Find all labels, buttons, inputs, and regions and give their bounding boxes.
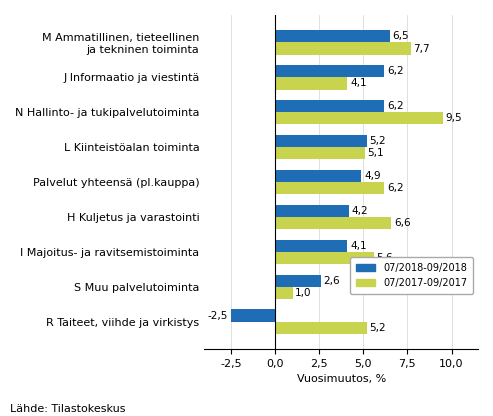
Bar — [275, 182, 385, 194]
Legend: 07/2018-09/2018, 07/2017-09/2017: 07/2018-09/2018, 07/2017-09/2017 — [350, 258, 473, 294]
Text: 7,7: 7,7 — [414, 44, 430, 54]
Text: 9,5: 9,5 — [445, 113, 462, 123]
Bar — [231, 310, 275, 322]
Text: 5,1: 5,1 — [368, 148, 384, 158]
Text: 2,6: 2,6 — [323, 276, 340, 286]
Text: 4,9: 4,9 — [364, 171, 381, 181]
Bar — [275, 240, 348, 252]
Bar — [275, 30, 390, 42]
Text: 5,6: 5,6 — [377, 253, 393, 263]
Bar — [275, 135, 367, 147]
Text: -2,5: -2,5 — [208, 311, 228, 321]
Text: 4,2: 4,2 — [352, 206, 368, 216]
Text: 6,2: 6,2 — [387, 183, 404, 193]
Text: Lähde: Tilastokeskus: Lähde: Tilastokeskus — [10, 404, 125, 414]
Text: 6,5: 6,5 — [392, 31, 409, 41]
Text: 4,1: 4,1 — [350, 79, 367, 89]
Text: 6,2: 6,2 — [387, 66, 404, 76]
Bar — [275, 287, 293, 299]
Bar — [275, 77, 348, 89]
Text: 5,2: 5,2 — [369, 323, 386, 333]
Bar — [275, 170, 361, 182]
Text: 1,0: 1,0 — [295, 288, 312, 298]
Bar — [275, 217, 391, 229]
Bar — [275, 275, 321, 287]
Bar — [275, 322, 367, 334]
Text: 6,6: 6,6 — [394, 218, 411, 228]
Bar — [275, 42, 411, 54]
Bar — [275, 252, 374, 264]
X-axis label: Vuosimuutos, %: Vuosimuutos, % — [297, 374, 386, 384]
Bar — [275, 65, 385, 77]
Text: 4,1: 4,1 — [350, 241, 367, 251]
Bar — [275, 112, 443, 124]
Bar — [275, 147, 365, 159]
Text: 5,2: 5,2 — [369, 136, 386, 146]
Bar — [275, 100, 385, 112]
Text: 6,2: 6,2 — [387, 101, 404, 111]
Bar — [275, 205, 349, 217]
